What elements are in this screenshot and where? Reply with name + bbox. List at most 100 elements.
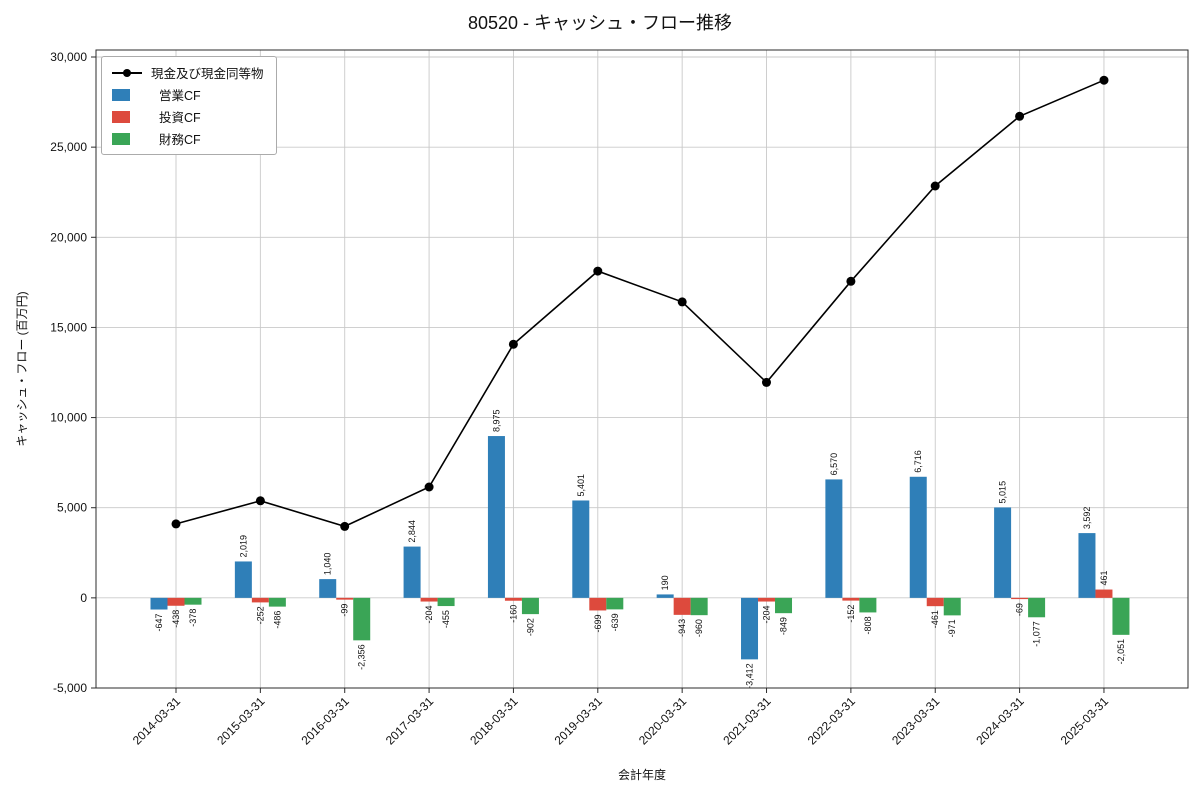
line-marker (593, 266, 603, 276)
y-tick-label: 30,000 (50, 50, 87, 64)
bar-value-label: -639 (610, 613, 620, 631)
gridlines (96, 50, 1188, 689)
y-axis-label: キャッシュ・フロー (百万円) (15, 291, 29, 446)
bar-investing-cf (336, 597, 354, 600)
bar-investing-cf (167, 597, 185, 606)
bar-value-label: 2,844 (407, 520, 417, 543)
y-tick-label: -5,000 (53, 681, 87, 695)
legend-dot-sample (123, 69, 131, 77)
bar-value-label: -69 (1015, 603, 1025, 616)
y-tick-label: 0 (80, 591, 87, 605)
bar-investing-cf (251, 597, 269, 603)
bar-value-label: 461 (1099, 571, 1109, 586)
bar-value-label: -461 (930, 610, 940, 628)
bar-financing-cf (437, 597, 455, 607)
bar-value-label: 1,040 (323, 553, 333, 576)
bar-value-label: 6,570 (829, 453, 839, 476)
legend-item-investing-cf: 投資CF (111, 108, 264, 125)
legend-item-financing-cf: 財務CF (111, 130, 264, 147)
bar-operating-cf (487, 436, 505, 598)
x-axis-ticks: 2014-03-31 2015-03-31 2016-03-31 2017-03-31… (130, 688, 1111, 748)
x-tick-label: 2016-03-31 (299, 694, 353, 748)
bar-operating-cf (1078, 533, 1096, 598)
legend-item-operating-cf: 営業CF (111, 86, 264, 103)
bar-value-label: -808 (863, 616, 873, 634)
y-tick-label: 20,000 (50, 230, 87, 244)
bar-value-label: -943 (677, 619, 687, 637)
bar-value-label: -152 (846, 605, 856, 623)
bar-operating-cf (741, 597, 759, 660)
bar-operating-cf (572, 500, 590, 598)
bar-investing-cf (926, 597, 944, 607)
bar-investing-cf (673, 597, 691, 615)
cash-line (171, 75, 1109, 531)
bar-operating-cf (656, 594, 674, 598)
legend-label-cash: 現金及び現金同等物 (151, 67, 264, 81)
bar-investing-cf (589, 597, 607, 611)
financing-cf-swatch-icon (112, 132, 130, 145)
bars-operating-cf (150, 436, 1096, 660)
investing-cf-swatch-icon (112, 110, 130, 123)
x-tick-label: 2023-03-31 (889, 694, 943, 748)
bar-financing-cf (690, 597, 708, 616)
line-marker (171, 519, 181, 529)
line-marker (762, 377, 771, 387)
bar-value-label: 5,015 (998, 481, 1008, 504)
bar-value-label: -699 (593, 614, 603, 632)
chart-title: 80520 - キャッシュ・フロー推移 (468, 13, 732, 33)
x-tick-label: 2020-03-31 (636, 694, 690, 748)
legend-label-financing-cf: 財務CF (159, 133, 201, 147)
y-tick-label: 5,000 (57, 501, 87, 515)
line-marker (846, 276, 856, 286)
bar-financing-cf (859, 597, 877, 613)
bar-financing-cf (943, 597, 961, 616)
bar-value-label: -204 (424, 606, 434, 624)
bar-value-label: -204 (762, 606, 772, 624)
line-marker (255, 496, 265, 506)
bar-value-label: 6,716 (913, 450, 923, 473)
bars-investing-cf (167, 589, 1113, 615)
legend-item-cash-and-equivalents: 現金及び現金同等物 (111, 64, 264, 81)
bar-value-label: -902 (525, 618, 535, 636)
bar-value-label: -378 (188, 609, 198, 627)
bar-value-label: 5,401 (576, 474, 586, 497)
bar-value-label: 2,019 (238, 535, 248, 558)
bar-value-label: -486 (272, 611, 282, 629)
bar-value-label: 3,592 (1082, 507, 1092, 530)
bar-financing-cf (184, 597, 202, 605)
bar-value-label: -99 (340, 604, 350, 617)
x-tick-label: 2021-03-31 (720, 694, 774, 748)
line-marker (508, 339, 518, 349)
bar-investing-cf (842, 597, 860, 601)
bar-investing-cf (504, 597, 522, 601)
line-marker (930, 181, 940, 191)
cash-line-path (175, 79, 1105, 528)
x-tick-label: 2019-03-31 (552, 694, 606, 748)
legend-label-operating-cf: 営業CF (159, 89, 201, 103)
bar-financing-cf (1028, 597, 1046, 618)
y-tick-label: 10,000 (50, 411, 87, 425)
bar-operating-cf (150, 597, 168, 610)
bar-value-label: -252 (255, 606, 265, 624)
bar-investing-cf (420, 597, 438, 602)
x-tick-label: 2024-03-31 (973, 694, 1027, 748)
bar-value-label: 8,975 (491, 410, 501, 433)
bar-financing-cf (268, 597, 286, 607)
bar-operating-cf (403, 546, 421, 598)
legend: 現金及び現金同等物 営業CF 投資CF 財務CF (101, 56, 277, 155)
plot-border (95, 49, 1189, 689)
bar-value-labels: -647 2,019 1,040 2,844 8,975 5,401 190 -3,412 6,… (154, 410, 1126, 689)
x-axis-label: 会計年度 (618, 767, 666, 782)
legend-label-investing-cf: 投資CF (159, 111, 201, 125)
bar-investing-cf (1095, 589, 1113, 598)
y-axis-ticks: -5,000 0 5,000 10,000 15,000 20,000 25,000 30,0… (50, 50, 96, 695)
bar-value-label: -455 (441, 610, 451, 628)
bar-financing-cf (353, 597, 371, 641)
y-tick-label: 15,000 (50, 320, 87, 334)
bar-financing-cf (606, 597, 624, 610)
y-tick-label: 25,000 (50, 140, 87, 154)
bar-operating-cf (319, 579, 337, 598)
line-marker (1015, 111, 1025, 121)
line-marker (1099, 75, 1109, 85)
bar-value-label: -647 (154, 614, 164, 632)
